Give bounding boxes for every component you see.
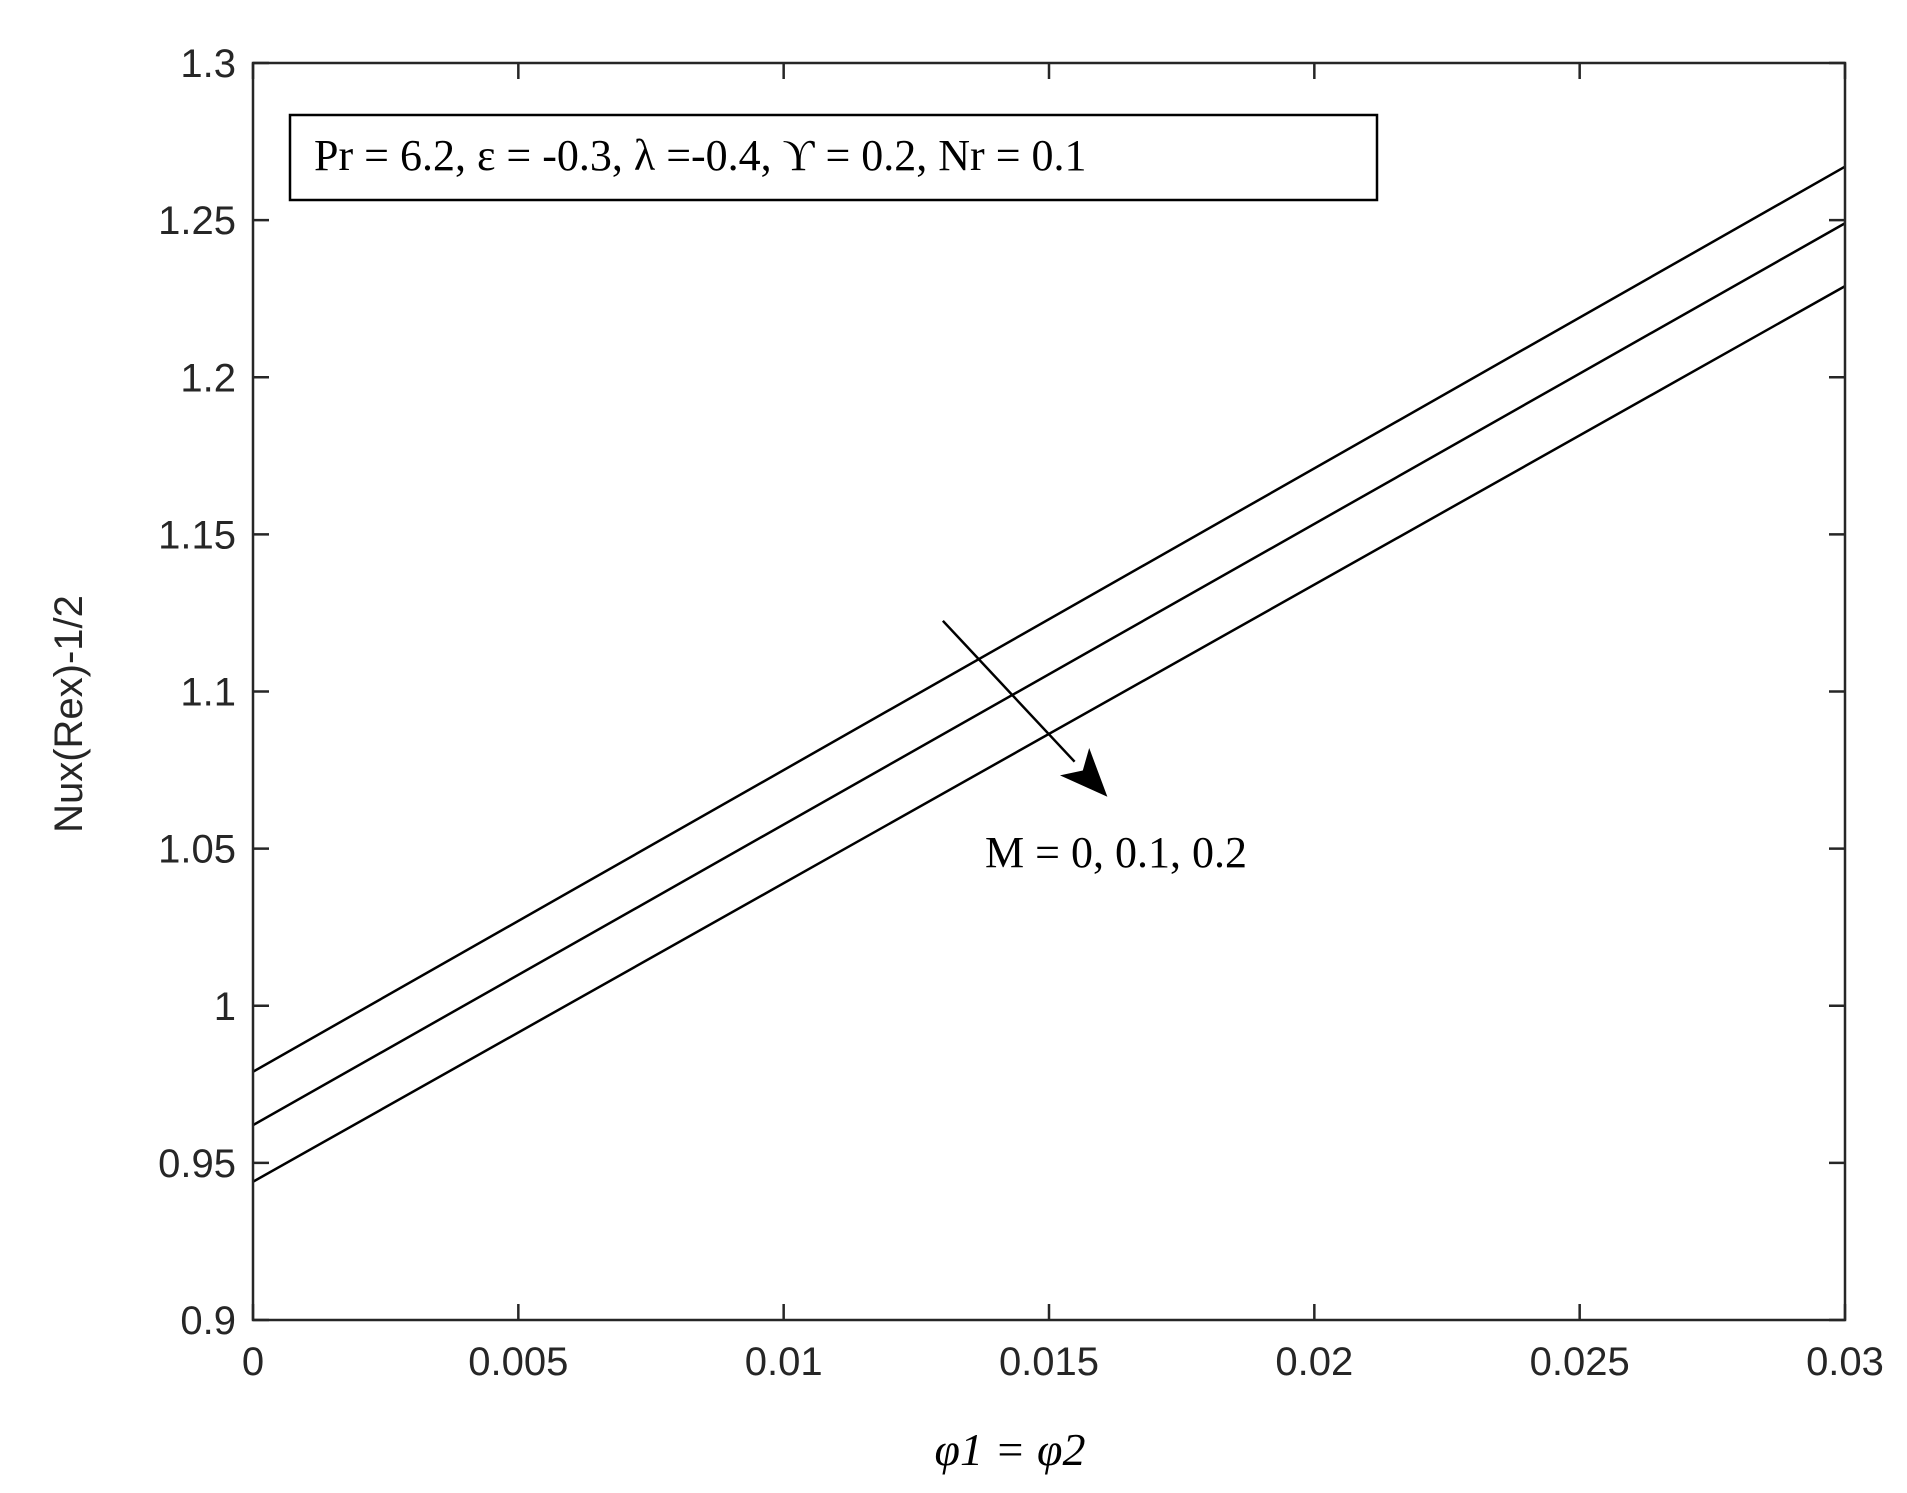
arrow-shaft (941, 619, 1076, 763)
parameter-box-text: Pr = 6.2, ε = -0.3, λ =-0.4, ϒ = 0.2, Nr… (314, 131, 1087, 180)
y-tick-label: 1 (214, 985, 236, 1029)
y-tick-label: 1.15 (158, 513, 236, 557)
m-annotation: M = 0, 0.1, 0.2 (985, 828, 1247, 877)
y-axis-label: Nux(Rex)-1/2 (47, 595, 91, 833)
parameter-box: Pr = 6.2, ε = -0.3, λ =-0.4, ϒ = 0.2, Nr… (288, 113, 1379, 202)
x-tick-label: 0 (242, 1340, 264, 1384)
x-tick-label: 0.02 (1275, 1340, 1353, 1384)
ticks-layer: 0 0.005 0.01 0.015 0.02 0.025 0.03 0.9 0.95 1 1.05… (158, 42, 1884, 1384)
x-tick-label: 0.025 (1530, 1340, 1630, 1384)
x-tick-label: 0.015 (999, 1340, 1099, 1384)
y-tick-label: 1.2 (180, 356, 236, 400)
x-tick-label: 0.01 (745, 1340, 823, 1384)
y-tick-label: 0.9 (180, 1299, 236, 1343)
axes-box (251, 61, 1847, 1322)
y-tick-label: 1.1 (180, 671, 236, 715)
y-tick-label: 1.25 (158, 199, 236, 243)
arrow-head (1059, 748, 1108, 797)
y-tick-label: 1.3 (180, 42, 236, 86)
parameter-box-frame (288, 113, 1379, 202)
y-tick-label: 0.95 (158, 1142, 236, 1186)
series-line-1 (252, 165, 1846, 1073)
series-line-2 (252, 222, 1846, 1127)
arrow-layer (941, 619, 1108, 797)
x-tick-label: 0.03 (1806, 1340, 1884, 1384)
y-tick-label: 1.05 (158, 828, 236, 872)
x-tick-label: 0.005 (468, 1340, 568, 1384)
x-axis-label: φ1 = φ2 (935, 1424, 1086, 1475)
